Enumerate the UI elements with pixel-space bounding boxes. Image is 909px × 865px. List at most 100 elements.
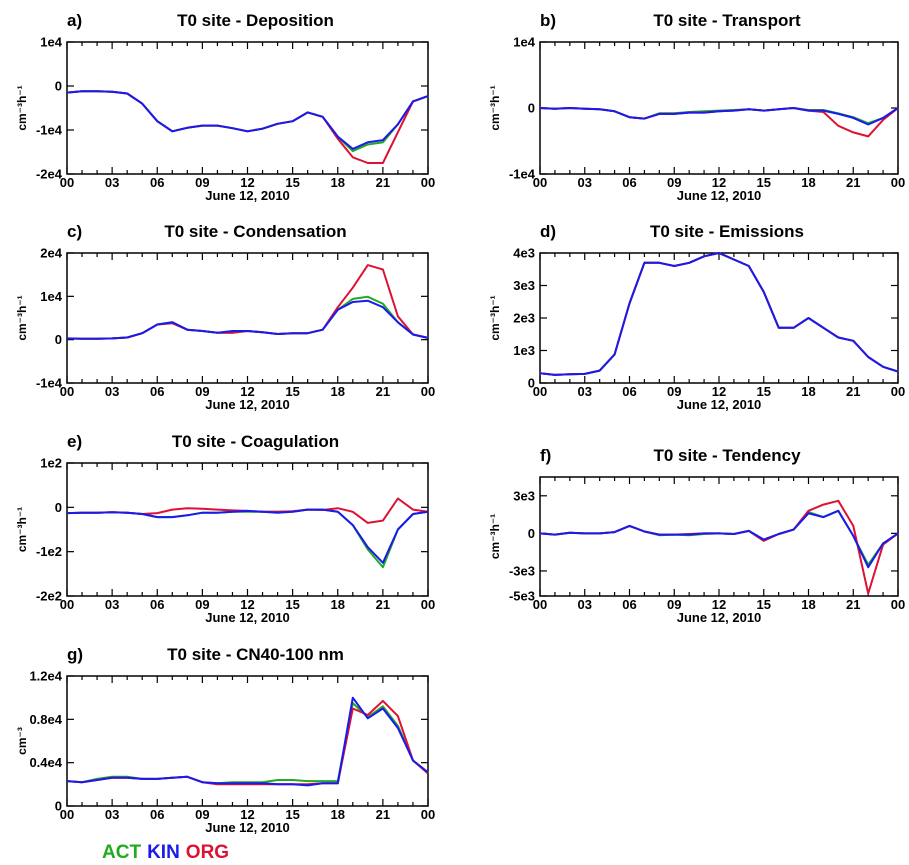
x-tick-label: 15 xyxy=(285,175,299,190)
x-axis-label: June 12, 2010 xyxy=(205,188,290,203)
x-axis-label: June 12, 2010 xyxy=(677,610,762,625)
x-tick-label: 21 xyxy=(846,384,860,399)
series-line-kin xyxy=(66,696,429,787)
x-tick-label: 18 xyxy=(801,175,815,190)
panel-title: T0 site - Deposition xyxy=(177,11,334,30)
y-tick-label: 0.8e4 xyxy=(29,712,62,727)
x-tick-label: 00 xyxy=(421,384,435,399)
x-tick-label: 03 xyxy=(578,175,592,190)
y-tick-label: 1e3 xyxy=(513,343,535,358)
x-tick-label: 12 xyxy=(712,597,726,612)
x-axis-label: June 12, 2010 xyxy=(677,397,762,412)
y-tick-label: -1e2 xyxy=(36,544,62,559)
x-tick-label: 03 xyxy=(105,175,119,190)
x-tick-label: 18 xyxy=(801,597,815,612)
series-line-kin xyxy=(539,107,899,126)
plot-frame xyxy=(539,252,899,384)
x-tick-label: 21 xyxy=(376,597,390,612)
y-tick-label: 3e3 xyxy=(513,488,535,503)
series-line-act xyxy=(539,252,899,376)
panel-c: c) T0 site - Condensation 00 03 06 09 12 15 18 21… xyxy=(15,222,435,412)
x-tick-label: 15 xyxy=(285,807,299,822)
x-tick-label: 12 xyxy=(240,175,254,190)
plot-frame xyxy=(66,252,429,384)
x-tick-label: 06 xyxy=(150,807,164,822)
x-axis-label: June 12, 2010 xyxy=(677,188,762,203)
series-line-kin xyxy=(66,508,429,564)
x-tick-label: 06 xyxy=(150,597,164,612)
legend-act: ACT xyxy=(102,842,142,863)
y-axis-label: cm⁻³h⁻¹ xyxy=(488,295,502,340)
x-tick-label: 18 xyxy=(331,807,345,822)
x-tick-label: 12 xyxy=(712,175,726,190)
x-tick-label: 00 xyxy=(533,175,547,190)
panel-g: g) T0 site - CN40-100 nm 00 03 06 09 12 15 18 21 0… xyxy=(15,645,435,835)
panel-letter: b) xyxy=(540,11,556,30)
y-tick-label: 1e2 xyxy=(40,456,62,471)
x-tick-label: 06 xyxy=(622,175,636,190)
panel-title: T0 site - CN40-100 nm xyxy=(167,645,344,664)
y-tick-label: 1e4 xyxy=(40,289,62,304)
y-tick-label: -5e3 xyxy=(509,589,535,604)
x-tick-label: 12 xyxy=(240,597,254,612)
series-line-kin xyxy=(66,90,429,150)
x-tick-label: 15 xyxy=(285,384,299,399)
x-tick-label: 00 xyxy=(891,384,905,399)
series-line-kin xyxy=(539,252,899,376)
panel-title: T0 site - Transport xyxy=(653,11,801,30)
x-tick-label: 00 xyxy=(533,384,547,399)
legend: ACT KIN ORG xyxy=(102,842,235,864)
series-line-kin xyxy=(539,509,899,569)
x-tick-label: 21 xyxy=(376,175,390,190)
panel-letter: a) xyxy=(67,11,82,30)
x-tick-label: 15 xyxy=(757,597,771,612)
panel-letter: c) xyxy=(67,222,82,241)
x-tick-label: 00 xyxy=(891,175,905,190)
x-tick-label: 06 xyxy=(622,384,636,399)
x-tick-label: 00 xyxy=(533,597,547,612)
x-tick-label: 18 xyxy=(331,384,345,399)
x-tick-label: 12 xyxy=(712,384,726,399)
panel-title: T0 site - Condensation xyxy=(164,222,346,241)
x-tick-label: 00 xyxy=(60,597,74,612)
y-tick-label: 1.2e4 xyxy=(29,669,62,684)
x-tick-label: 06 xyxy=(150,175,164,190)
legend-org: ORG xyxy=(185,842,230,863)
y-axis-label: cm⁻³h⁻¹ xyxy=(15,507,29,552)
x-tick-label: 09 xyxy=(195,597,209,612)
plot-frame xyxy=(66,462,429,597)
x-tick-label: 00 xyxy=(421,597,435,612)
plot-frame xyxy=(539,41,899,175)
x-tick-label: 15 xyxy=(757,175,771,190)
panel-b: b) T0 site - Transport 00 03 06 09 12 15 18 21 00 J… xyxy=(488,11,905,203)
series-line-act xyxy=(539,509,899,566)
x-tick-label: 00 xyxy=(60,384,74,399)
y-tick-label: 0 xyxy=(528,101,535,116)
y-tick-label: 2e4 xyxy=(40,246,62,261)
y-tick-label: 0 xyxy=(528,376,535,391)
x-tick-label: 09 xyxy=(667,175,681,190)
x-tick-label: 06 xyxy=(622,597,636,612)
x-tick-label: 15 xyxy=(757,384,771,399)
y-tick-label: 0 xyxy=(528,526,535,541)
y-tick-label: 0 xyxy=(55,79,62,94)
y-tick-label: -3e3 xyxy=(509,563,535,578)
x-tick-label: 03 xyxy=(105,384,119,399)
x-tick-label: 00 xyxy=(891,597,905,612)
panel-letter: f) xyxy=(540,446,551,465)
y-tick-label: 1e4 xyxy=(513,35,535,50)
y-axis-label: cm⁻³h⁻¹ xyxy=(488,514,502,559)
y-tick-label: 0.4e4 xyxy=(29,755,62,770)
y-tick-label: -1e4 xyxy=(36,376,63,391)
y-tick-label: -2e2 xyxy=(36,589,62,604)
y-tick-label: 4e3 xyxy=(513,246,535,261)
x-tick-label: 09 xyxy=(195,807,209,822)
x-axis-label: June 12, 2010 xyxy=(205,610,290,625)
panel-letter: d) xyxy=(540,222,556,241)
panel-title: T0 site - Emissions xyxy=(650,222,804,241)
plot-frame xyxy=(539,476,899,597)
x-tick-label: 12 xyxy=(240,384,254,399)
x-tick-label: 06 xyxy=(150,384,164,399)
x-tick-label: 03 xyxy=(578,384,592,399)
